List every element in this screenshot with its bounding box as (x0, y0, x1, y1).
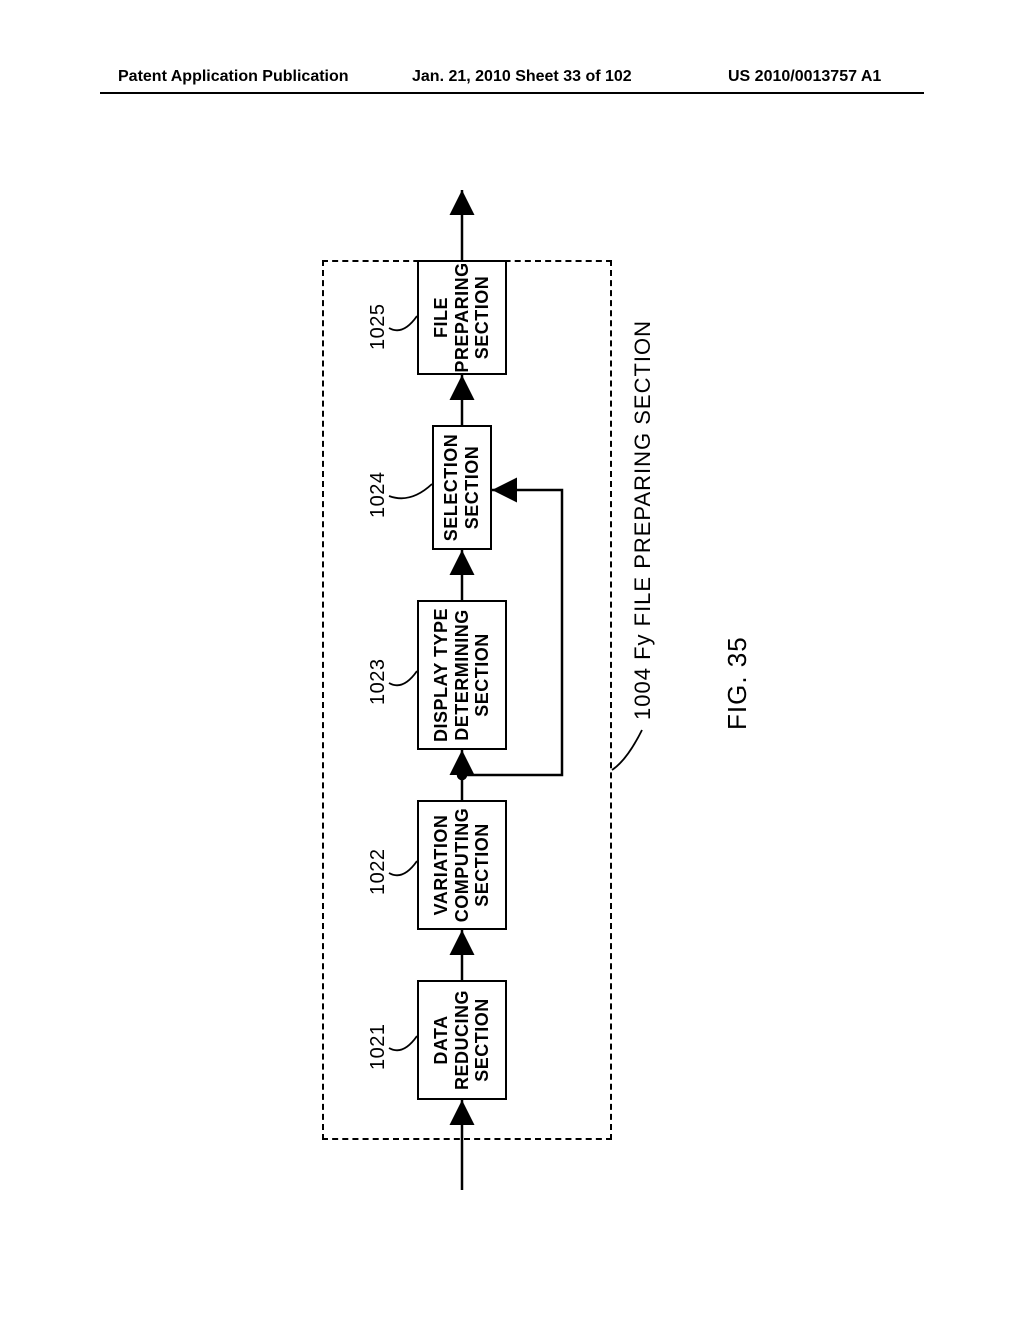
block-line: SECTION (462, 446, 483, 530)
header-center: Jan. 21, 2010 Sheet 33 of 102 (412, 68, 632, 86)
block-line: DISPLAY TYPE (431, 608, 452, 742)
block-line: COMPUTING (452, 808, 473, 923)
header-rule (100, 92, 924, 94)
block-1024: SELECTIONSECTION (432, 425, 492, 550)
figure-label: FIG. 35 (722, 636, 753, 730)
block-line: SECTION (472, 276, 493, 360)
block-line: SECTION (472, 633, 493, 717)
block-line: FILE (431, 297, 452, 338)
block-line: SECTION (472, 998, 493, 1082)
block-1023: DISPLAY TYPEDETERMININGSECTION (417, 600, 507, 750)
block-1021: DATAREDUCINGSECTION (417, 980, 507, 1100)
block-line: PREPARING (452, 262, 473, 372)
block-line: SECTION (472, 823, 493, 907)
ref-label-1022: 1022 (367, 849, 390, 896)
block-line: REDUCING (452, 990, 473, 1090)
block-1022: VARIATIONCOMPUTINGSECTION (417, 800, 507, 930)
ref-label-1023: 1023 (367, 659, 390, 706)
ref-label-1021: 1021 (367, 1024, 390, 1071)
header-left: Patent Application Publication (118, 68, 349, 86)
diagram-area: DATAREDUCINGSECTIONVARIATIONCOMPUTINGSEC… (0, 140, 1024, 1240)
ref-label-1025: 1025 (367, 304, 390, 351)
container-ref: 1004 (630, 667, 655, 720)
block-line: VARIATION (431, 815, 452, 916)
arrows-svg (262, 190, 762, 1190)
block-line: DETERMINING (452, 609, 473, 741)
ref-label-1024: 1024 (367, 472, 390, 519)
diagram-rotated: DATAREDUCINGSECTIONVARIATIONCOMPUTINGSEC… (262, 190, 762, 1190)
header-right: US 2010/0013757 A1 (728, 68, 881, 86)
container-text: Fy FILE PREPARING SECTION (630, 320, 655, 660)
block-line: SELECTION (441, 434, 462, 542)
container-label: 1004 Fy FILE PREPARING SECTION (630, 320, 656, 720)
block-line: DATA (431, 1015, 452, 1064)
block-1025: FILEPREPARINGSECTION (417, 260, 507, 375)
